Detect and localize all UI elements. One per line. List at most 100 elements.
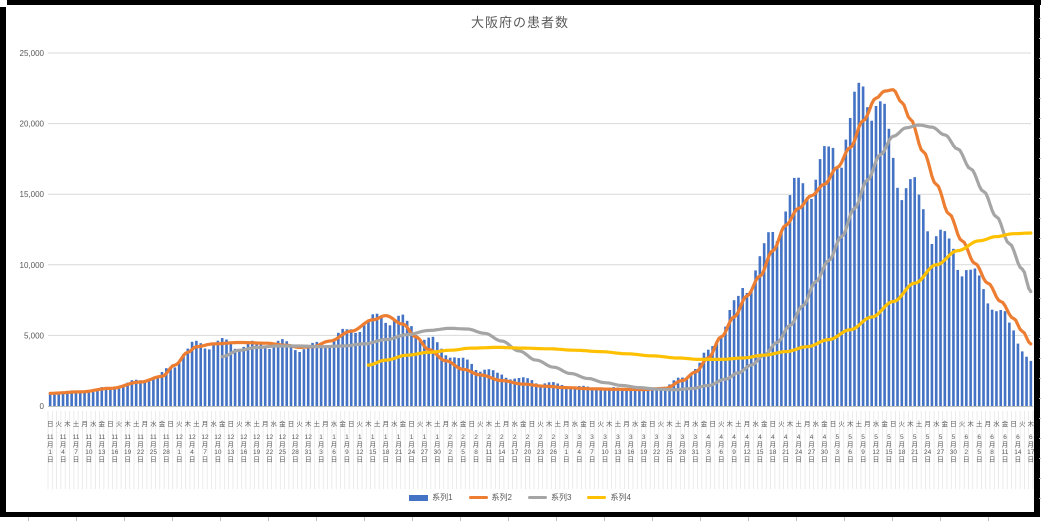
svg-text:日: 日 <box>890 420 897 428</box>
svg-text:月: 月 <box>782 441 789 449</box>
svg-text:木: 木 <box>546 419 553 428</box>
svg-text:月: 月 <box>262 420 269 428</box>
legend-item-系列3[interactable]: 系列3 <box>528 492 571 503</box>
column-separator-tick <box>604 517 605 521</box>
legend-item-系列1[interactable]: 系列1 <box>409 492 453 503</box>
svg-text:月: 月 <box>950 441 957 449</box>
chart-object[interactable]: 0 5,000 10,000 15,000 20,000 25,000 日火木土月水金日火木… <box>6 5 1035 512</box>
row-separator-tick <box>1039 38 1041 39</box>
series-line-2[interactable] <box>48 88 1033 395</box>
svg-text:7: 7 <box>590 449 594 456</box>
svg-text:月: 月 <box>266 441 273 449</box>
svg-text:13: 13 <box>227 449 235 456</box>
svg-text:月: 月 <box>615 441 622 449</box>
svg-text:土: 土 <box>554 419 561 428</box>
svg-text:16: 16 <box>240 449 248 456</box>
svg-text:月: 月 <box>653 441 660 449</box>
svg-text:土: 土 <box>374 419 381 428</box>
svg-text:日: 日 <box>447 456 454 464</box>
svg-text:月: 月 <box>124 441 131 449</box>
svg-text:日: 日 <box>628 456 635 464</box>
svg-text:18: 18 <box>382 449 390 456</box>
svg-text:月: 月 <box>47 441 54 449</box>
svg-text:12: 12 <box>743 449 751 456</box>
svg-text:月: 月 <box>215 441 222 449</box>
svg-text:日: 日 <box>563 456 570 464</box>
legend-item-系列4[interactable]: 系列4 <box>587 492 631 503</box>
svg-text:2: 2 <box>552 434 556 441</box>
svg-text:4: 4 <box>719 434 723 441</box>
svg-text:28: 28 <box>679 449 687 456</box>
svg-text:月: 月 <box>731 441 738 449</box>
y-axis-labels: 0 5,000 10,000 15,000 20,000 25,000 <box>20 49 45 411</box>
svg-text:日: 日 <box>649 420 656 428</box>
svg-text:6: 6 <box>332 449 336 456</box>
svg-text:日: 日 <box>709 420 716 428</box>
sheet-border-bottom <box>0 512 1038 517</box>
svg-text:3: 3 <box>564 434 568 441</box>
svg-text:16: 16 <box>627 449 635 456</box>
svg-text:月: 月 <box>318 441 325 449</box>
svg-text:月: 月 <box>795 441 802 449</box>
svg-text:日: 日 <box>886 456 893 464</box>
svg-text:6: 6 <box>990 434 994 441</box>
svg-text:月: 月 <box>576 441 583 449</box>
svg-text:日: 日 <box>202 456 209 464</box>
row-separator-tick <box>1039 458 1041 459</box>
svg-text:6: 6 <box>719 449 723 456</box>
svg-text:月: 月 <box>937 441 944 449</box>
svg-text:日: 日 <box>150 456 157 464</box>
svg-text:11: 11 <box>1002 449 1009 456</box>
svg-text:日: 日 <box>47 456 54 464</box>
svg-text:日: 日 <box>692 456 699 464</box>
svg-text:日: 日 <box>529 420 536 428</box>
legend-item-系列2[interactable]: 系列2 <box>468 492 512 503</box>
svg-text:8: 8 <box>990 449 994 456</box>
row-separator-tick <box>1039 398 1041 399</box>
column-separator-tick <box>892 517 893 521</box>
svg-text:月: 月 <box>395 441 402 449</box>
svg-text:火: 火 <box>417 421 424 428</box>
svg-text:24: 24 <box>408 449 416 456</box>
svg-text:月: 月 <box>382 441 389 449</box>
x-axis-dow-labels: 日火木土月水金日火木土月水金日火木土月水金日火木土月水金日火木土月水金日火木土月… <box>47 419 1035 428</box>
svg-text:月: 月 <box>860 441 867 449</box>
series-bars[interactable] <box>48 82 1033 407</box>
chart-legend[interactable]: 系列1 系列2 系列3 系列4 <box>6 492 1034 503</box>
row-separator-tick <box>1039 98 1041 99</box>
svg-text:土: 土 <box>133 419 140 428</box>
svg-text:日: 日 <box>468 420 475 428</box>
svg-text:12: 12 <box>356 449 364 456</box>
svg-text:月: 月 <box>985 420 992 428</box>
svg-text:22: 22 <box>653 449 661 456</box>
svg-text:日: 日 <box>679 456 686 464</box>
svg-text:6: 6 <box>1003 434 1007 441</box>
svg-text:27: 27 <box>808 449 816 456</box>
svg-text:日: 日 <box>524 456 531 464</box>
svg-text:日: 日 <box>318 456 325 464</box>
svg-text:3: 3 <box>319 449 323 456</box>
svg-text:1: 1 <box>410 434 414 441</box>
svg-text:月: 月 <box>886 441 893 449</box>
legend-marker-bar <box>409 494 429 501</box>
series-line-3[interactable] <box>220 123 1033 392</box>
svg-text:18: 18 <box>898 449 906 456</box>
svg-text:3: 3 <box>629 434 633 441</box>
svg-text:金: 金 <box>279 419 286 428</box>
column-separator-tick <box>508 517 509 521</box>
svg-text:日: 日 <box>167 420 174 428</box>
series-line-4[interactable] <box>366 231 1033 367</box>
svg-text:14: 14 <box>498 449 506 456</box>
svg-text:金: 金 <box>460 419 467 428</box>
svg-text:1: 1 <box>435 434 439 441</box>
svg-text:月: 月 <box>503 420 510 428</box>
svg-text:日: 日 <box>228 456 235 464</box>
svg-text:土: 土 <box>494 419 501 428</box>
svg-text:日: 日 <box>382 456 389 464</box>
svg-text:月: 月 <box>666 441 673 449</box>
svg-text:日: 日 <box>847 456 854 464</box>
column-separator-tick <box>556 517 557 521</box>
svg-text:月: 月 <box>683 420 690 428</box>
svg-text:1: 1 <box>397 434 401 441</box>
